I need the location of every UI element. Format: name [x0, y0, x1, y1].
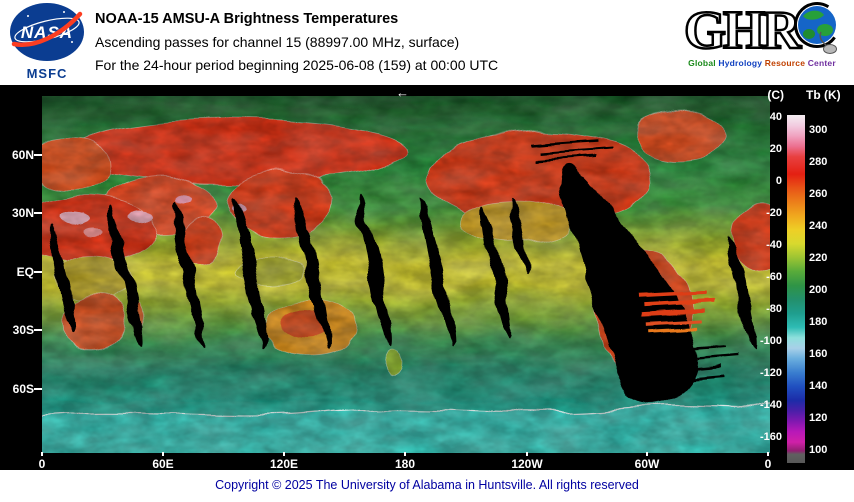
lon-label-0w: 0: [764, 457, 772, 471]
lat-label-60n: 60N: [11, 148, 34, 162]
colorbar-tick-c: -80: [766, 303, 782, 315]
ghrc-logo: GHR Global Hydrology Resource: [672, 0, 852, 68]
start-longitude-arrow: ←: [396, 85, 409, 100]
colorbar-tick-c: -120: [759, 367, 782, 379]
axis-tick: [283, 452, 285, 456]
colorbar-tick-k: 300: [809, 124, 828, 136]
colorbar-tick-k: 200: [809, 284, 828, 296]
colorbar-tick-c: -40: [766, 239, 782, 251]
colorbar-tick-k: 280: [809, 156, 828, 168]
lon-label-0e: 0: [38, 457, 46, 471]
axis-tick: [34, 154, 42, 156]
lat-label-eq: EQ: [16, 265, 34, 279]
ghrc-tagline-word: Global: [688, 58, 716, 68]
axis-tick: [34, 388, 42, 390]
colorbar-kelvin-unit: Tb (K): [806, 88, 841, 102]
colorbar-tick-c: -140: [759, 399, 782, 411]
colorbar-tick-c: -20: [766, 207, 782, 219]
ghrc-tagline-word: Center: [807, 58, 836, 68]
colorbar-tick-c: 0: [775, 175, 782, 187]
header: NASA MSFC NOAA-15 AMSU-A Brightness Temp…: [0, 0, 854, 85]
ghrc-wordmark: GHR: [672, 0, 852, 60]
lon-label-120w: 120W: [511, 457, 543, 471]
axis-tick: [34, 212, 42, 214]
figure-area: ← 60N 30N EQ 30S 60S 0 60E 120E 180 120W…: [0, 85, 854, 471]
lat-label-60s: 60S: [12, 382, 34, 396]
lat-label-30s: 30S: [12, 323, 34, 337]
colorbar-tick-k: 220: [809, 252, 828, 264]
lon-label-60e: 60E: [152, 457, 174, 471]
ghrc-letters: GHR: [683, 0, 803, 60]
colorbar-tick-k: 240: [809, 220, 828, 232]
axis-tick: [526, 452, 528, 456]
msfc-label: MSFC: [26, 66, 68, 81]
axis-tick: [767, 452, 769, 456]
ghrc-tagline: Global Hydrology Resource Center: [672, 58, 852, 68]
colorbar-tick-k: 140: [809, 380, 828, 392]
colorbar-tick-c: -160: [759, 431, 782, 443]
colorbar-tick-c: -60: [766, 271, 782, 283]
axis-tick: [162, 452, 164, 456]
colorbar-tick-c: 40: [769, 111, 782, 123]
period-line: For the 24-hour period beginning 2025-06…: [95, 57, 499, 73]
colorbar-tick-c: 20: [769, 143, 782, 155]
lon-label-60w: 60W: [634, 457, 660, 471]
colorbar-tick-k: 100: [809, 444, 828, 456]
axis-tick: [404, 452, 406, 456]
page-subtitle: Ascending passes for channel 15 (88997.0…: [95, 34, 460, 50]
axis-tick: [34, 271, 42, 273]
colorbar: [787, 115, 805, 463]
brightness-temperature-map: [42, 96, 770, 453]
ghrc-tagline-word: Resource: [764, 58, 806, 68]
lon-label-180: 180: [394, 457, 416, 471]
nasa-meatball-icon: NASA: [8, 3, 86, 68]
footer: Copyright © 2025 The University of Alaba…: [0, 470, 854, 502]
globe-icon: [794, 0, 840, 62]
axis-tick: [34, 329, 42, 331]
colorbar-tick-k: 180: [809, 316, 828, 328]
lon-label-120e: 120E: [269, 457, 299, 471]
lat-label-30n: 30N: [11, 206, 34, 220]
colorbar-tick-k: 160: [809, 348, 828, 360]
colorbar-tick-k: 260: [809, 188, 828, 200]
colorbar-celsius-unit: (C): [767, 88, 784, 102]
axis-tick: [646, 452, 648, 456]
svg-text:NASA: NASA: [21, 23, 73, 42]
ghrc-tagline-word: Hydrology: [718, 58, 763, 68]
copyright-text: Copyright © 2025 The University of Alaba…: [215, 478, 639, 492]
colorbar-tick-k: 120: [809, 412, 828, 424]
nasa-logo: NASA MSFC: [8, 2, 86, 81]
title-block: NOAA-15 AMSU-A Brightness Temperatures A…: [95, 8, 498, 77]
page-title: NOAA-15 AMSU-A Brightness Temperatures: [95, 11, 399, 27]
colorbar-tick-c: -100: [759, 335, 782, 347]
axis-tick: [41, 452, 43, 456]
